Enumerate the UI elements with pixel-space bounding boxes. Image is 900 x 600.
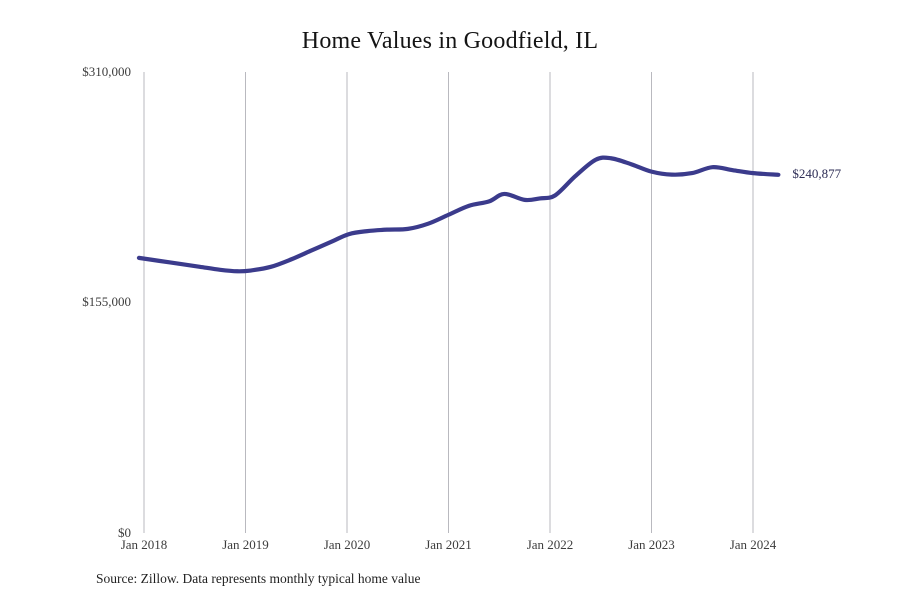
y-axis-tick-label-top: $310,000 [82,64,131,79]
gridlines [143,72,754,533]
y-axis-tick-label-zero: $0 [118,525,131,540]
x-axis: Jan 2018 Jan 2019 Jan 2020 Jan 2021 Jan 2022… [0,537,900,561]
x-axis-tick-label-jan-2023: Jan 2023 [628,537,675,552]
end-value-label: $240,877 [792,165,842,181]
chart-title: Home Values in Goodfield, IL [301,28,599,54]
source-note: Source: Zillow. Data represents monthly … [96,571,421,586]
x-axis-tick-label-jan-2021: Jan 2021 [425,537,472,552]
series-line-typical-home-value [136,155,781,274]
x-axis-tick-label-jan-2018: Jan 2018 [120,537,168,552]
x-axis-tick-label-jan-2019: Jan 2019 [222,537,269,552]
y-axis: $310,000 $155,000 $0 [0,0,131,600]
y-axis-tick-label-mid: $155,000 [82,294,131,309]
x-axis-tick-label-jan-2020: Jan 2020 [323,537,371,552]
x-axis-tick-label-jan-2024: Jan 2024 [729,537,777,552]
x-axis-tick-label-jan-2022: Jan 2022 [526,537,574,552]
